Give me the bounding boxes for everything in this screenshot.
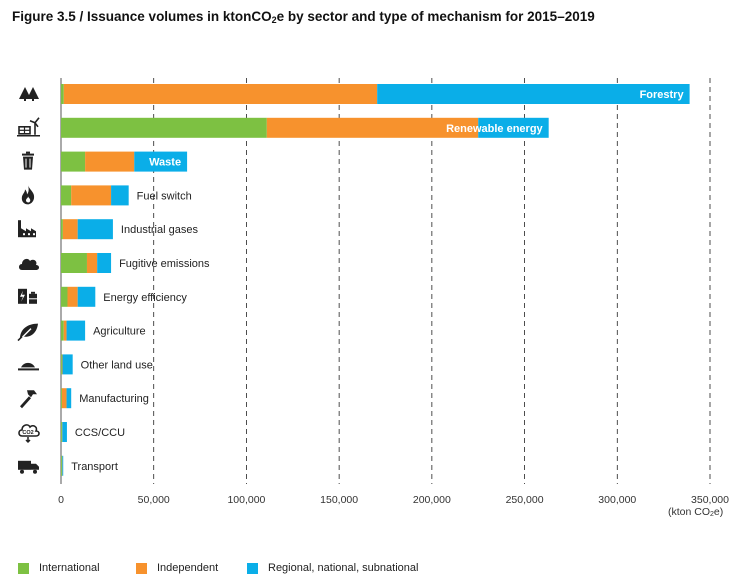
x-tick-label: 0	[58, 494, 64, 506]
bar-segment	[67, 286, 78, 307]
category-label: Waste	[149, 157, 181, 169]
bar-segment	[61, 455, 62, 476]
svg-text:CO2: CO2	[22, 430, 33, 436]
x-tick-label: 150,000	[320, 494, 358, 506]
category-label: Transport	[71, 461, 118, 473]
land-icon	[18, 362, 39, 371]
category-label: Forestry	[640, 89, 685, 101]
bar-segment	[61, 422, 62, 442]
bar-segment	[61, 286, 68, 307]
x-tick-label: 200,000	[413, 494, 451, 506]
hammer-icon	[20, 390, 37, 409]
bar-segment	[66, 388, 72, 409]
legend: International Independent Regional, nati…	[0, 562, 746, 580]
legend-label: International	[39, 562, 100, 574]
bar-segment	[111, 185, 129, 206]
legend-label: Regional, national, subnational	[268, 562, 419, 574]
x-tick-label: 100,000	[227, 494, 265, 506]
category-label: Fugitive emissions	[119, 258, 210, 270]
bar-segment	[377, 84, 690, 104]
bar-segment	[61, 185, 72, 206]
category-label: Other land use	[81, 359, 153, 371]
legend-item-regional: Regional, national, subnational	[247, 562, 418, 574]
bar-segment	[66, 320, 86, 341]
bar-segment	[62, 422, 67, 442]
category-label: Renewable energy	[446, 123, 543, 135]
bar-segment	[86, 253, 98, 273]
x-axis-unit-label: (kton CO2e)	[668, 506, 724, 518]
bar-segment	[61, 354, 63, 375]
trees-icon	[19, 87, 39, 101]
bar-segment	[63, 320, 67, 341]
bar-segment	[61, 354, 62, 375]
factory-icon	[18, 220, 36, 238]
bar-segment	[61, 320, 64, 341]
x-tick-label: 50,000	[138, 494, 170, 506]
bar-segment	[61, 151, 86, 172]
bar-segment	[97, 253, 112, 273]
flame-icon	[21, 185, 35, 205]
bar-segment	[71, 185, 112, 206]
bar-segment	[62, 219, 78, 240]
bar-segment	[266, 117, 479, 138]
co2-cloud-icon: CO2	[18, 424, 40, 444]
x-tick-label: 300,000	[598, 494, 636, 506]
cloud-icon	[19, 258, 39, 270]
bar-segment	[62, 354, 73, 375]
category-label: CCS/CCU	[75, 427, 125, 439]
category-label: Energy efficiency	[103, 292, 187, 304]
energy-battery-icon	[18, 288, 37, 304]
x-tick-label: 350,000	[691, 494, 729, 506]
bar-segment	[61, 388, 62, 409]
bar-segment	[61, 388, 67, 409]
chart-title: Figure 3.5 / Issuance volumes in ktonCO2…	[12, 9, 595, 25]
legend-label: Independent	[157, 562, 219, 574]
bar-segment	[61, 219, 63, 240]
bar-segment	[478, 117, 549, 138]
category-label: Manufacturing	[79, 393, 149, 405]
bar-segment	[77, 219, 113, 240]
x-tick-label: 250,000	[506, 494, 544, 506]
legend-item-international: International	[18, 562, 100, 574]
leaf-icon	[17, 323, 38, 342]
category-label: Agriculture	[93, 326, 146, 338]
legend-swatch	[18, 562, 29, 574]
bar-segment	[63, 84, 378, 104]
bar-segment	[61, 117, 267, 138]
legend-swatch	[247, 562, 258, 574]
trash-can-icon	[22, 151, 34, 170]
bar-segment	[62, 455, 64, 476]
category-label: Fuel switch	[137, 190, 192, 202]
bar-segment	[61, 253, 87, 273]
bar-segment	[61, 84, 64, 104]
category-label: Industrial gases	[121, 224, 199, 236]
wind-solar-icon	[17, 117, 40, 137]
legend-swatch	[136, 562, 147, 574]
bar-segment	[77, 286, 96, 307]
legend-item-independent: Independent	[136, 562, 218, 574]
truck-icon	[18, 460, 39, 474]
bar-segment	[85, 151, 135, 172]
bar-segment	[134, 151, 188, 172]
